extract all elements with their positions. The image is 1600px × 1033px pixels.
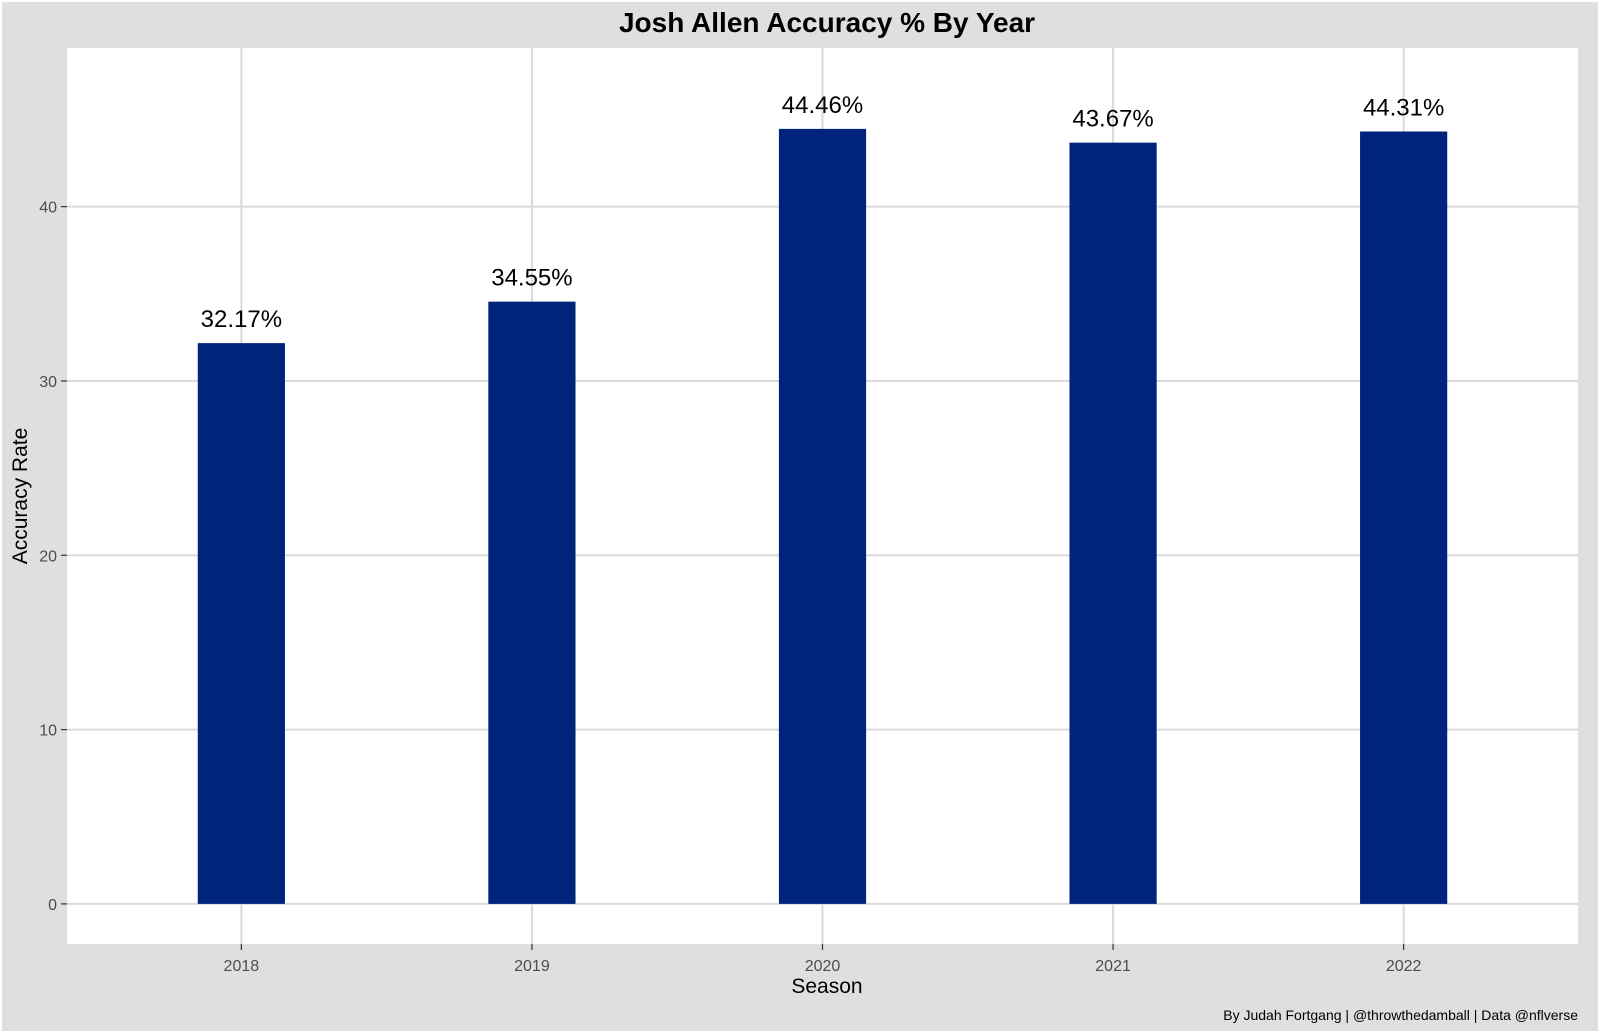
y-tick-label: 10 [39, 723, 57, 740]
data-labels: 32.17% 34.55% 44.46% 43.67% 44.31% [201, 92, 1445, 333]
y-axis-ticks: 0 10 20 30 40 [39, 200, 67, 914]
x-tick-label: 2021 [1095, 958, 1131, 975]
y-tick-label: 0 [48, 897, 57, 914]
chart-title: Josh Allen Accuracy % By Year [619, 7, 1035, 38]
bar-2019 [488, 301, 576, 904]
bar-2020 [778, 128, 867, 904]
chart-caption: By Judah Fortgang | @throwthedamball | D… [1223, 1007, 1578, 1023]
bars [197, 128, 1448, 904]
x-tick-label: 2019 [514, 958, 550, 975]
x-axis-ticks: 2018 2019 2020 2021 2022 [224, 944, 1422, 975]
y-tick-label: 40 [39, 200, 57, 217]
bar-2021 [1069, 142, 1157, 904]
x-tick-label: 2018 [224, 958, 260, 975]
data-label-2019: 34.55% [491, 265, 572, 292]
x-tick-label: 2022 [1386, 958, 1422, 975]
bar-2018 [197, 343, 285, 904]
y-tick-label: 20 [39, 548, 57, 565]
x-axis-label: Season [791, 975, 862, 998]
bar-2022 [1360, 131, 1448, 904]
data-label-2022: 44.31% [1363, 94, 1444, 121]
data-label-2020: 44.46% [782, 92, 863, 119]
y-tick-label: 30 [39, 374, 57, 391]
data-label-2021: 43.67% [1072, 106, 1153, 133]
data-label-2018: 32.17% [201, 306, 282, 333]
y-axis-label: Accuracy Rate [9, 428, 32, 565]
x-tick-label: 2020 [805, 958, 841, 975]
